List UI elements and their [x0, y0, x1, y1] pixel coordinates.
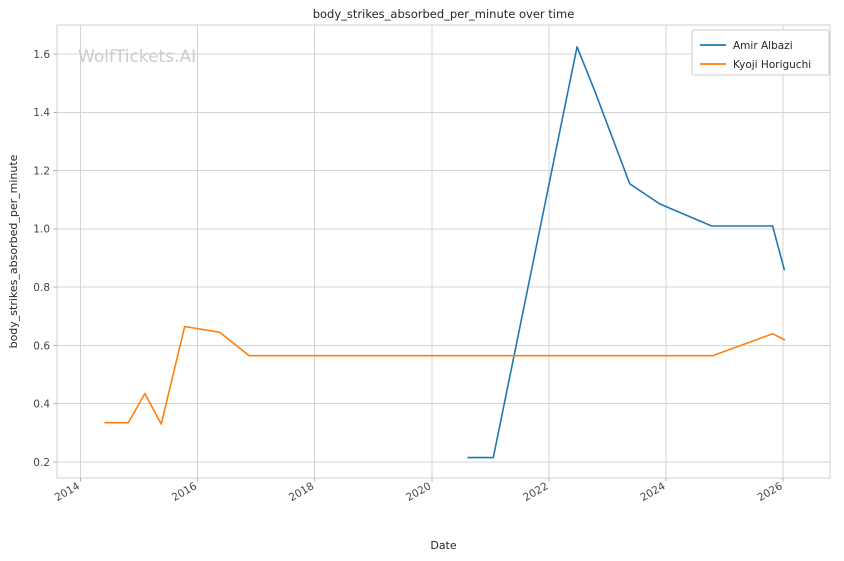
- legend-background: [691, 29, 830, 76]
- series-lines: [104, 46, 786, 459]
- y-tick-label-0.2: 0.2: [33, 457, 50, 469]
- y-tick-label-1.0: 1.0: [33, 224, 50, 236]
- y-tick-label-0.4: 0.4: [33, 399, 50, 411]
- legend-item-kyoji-horiguchi[interactable]: Kyoji Horiguchi: [700, 59, 811, 71]
- x-gridlines: [79, 25, 784, 478]
- y-axis-ticks: 0.2 0.4 0.6 0.8 1.0 1.2 1.4 1.6: [33, 49, 57, 469]
- series-line-kyoji-horiguchi: [104, 325, 786, 425]
- plot-background: [57, 25, 830, 478]
- y-gridlines: [57, 53, 830, 463]
- plot-border: [56, 24, 831, 479]
- legend-label: Kyoji Horiguchi: [733, 59, 811, 71]
- y-tick-label-1.6: 1.6: [33, 49, 50, 61]
- y-tick-label-1.2: 1.2: [33, 165, 50, 177]
- y-tick-label-0.6: 0.6: [33, 340, 50, 352]
- legend-item-amir-albazi[interactable]: Amir Albazi: [700, 40, 793, 52]
- chart-legend[interactable]: Amir Albazi Kyoji Horiguchi: [691, 29, 830, 76]
- y-tick-label-1.4: 1.4: [33, 107, 50, 119]
- y-tick-label-0.8: 0.8: [33, 282, 50, 294]
- y-axis-label: body_strikes_absorbed_per_minute: [7, 154, 20, 348]
- legend-label: Amir Albazi: [733, 40, 793, 52]
- watermark-label: WolfTickets.AI: [78, 47, 196, 67]
- x-axis-label: Date: [430, 539, 457, 552]
- series-line-amir-albazi: [467, 46, 786, 459]
- chart-title: body_strikes_absorbed_per_minute over ti…: [313, 7, 575, 21]
